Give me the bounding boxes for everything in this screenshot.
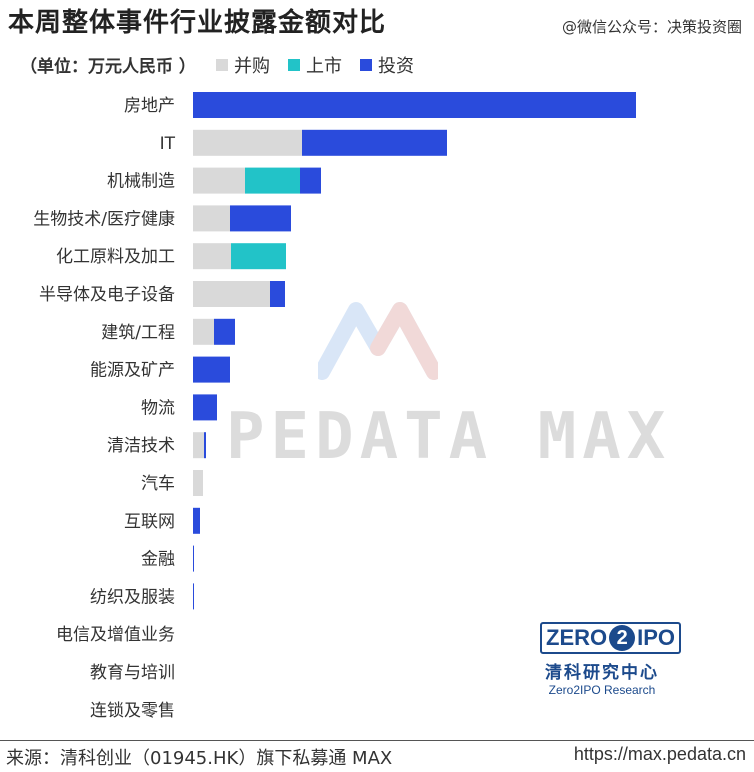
footer-divider [0,740,754,741]
zero2ipo-wordmark: ZERO 2 IPO [540,622,682,654]
bar-merger [193,167,245,194]
source-note: 来源：清科创业（01945.HK）旗下私募通 MAX [6,748,393,769]
category-label: IT [160,134,176,154]
legend-item-ipo: 上市 [288,52,342,78]
bar-investment [193,394,217,421]
bar-investment [270,281,285,307]
pedata-watermark-logo [318,302,438,380]
bar-investment [204,432,206,459]
bar-merger [193,205,230,232]
page-title: 本周整体事件行业披露金额对比 [8,8,387,38]
bar-investment [193,356,230,383]
legend-label-merger: 并购 [234,56,270,77]
category-label: 金融 [141,550,175,570]
category-label: 纺织及服装 [90,587,175,607]
category-label: 汽车 [141,474,175,494]
legend-item-merger: 并购 [216,52,270,78]
category-label: 化工原料及加工 [56,247,175,267]
category-label: 生物技术/医疗健康 [33,209,175,229]
wechat-watermark: @微信公众号：决策投资圈 [561,18,742,36]
legend-label-ipo: 上市 [306,56,342,77]
legend-swatch-ipo [288,59,300,71]
bar-investment [302,129,447,156]
bar-investment [193,583,194,610]
legend-swatch-merger [216,59,228,71]
category-label: 房地产 [124,96,175,116]
bar-investment [193,92,636,118]
zero2ipo-wordmark-left: ZERO [546,625,608,650]
bar-merger [193,129,302,156]
bar-merger [193,470,203,496]
zero2ipo-wordmark-two: 2 [609,625,636,651]
source-url: https://max.pedata.cn [573,744,746,764]
zero2ipo-logo: ZERO 2 IPO 清科研究中心 Zero2IPO Research [540,622,682,697]
stacked-bar-chart: 房地产 IT 机械制造生物技术/医疗健康化工原料及加工半导体及电子设备建筑/工程能源… [33,92,636,721]
bar-investment [193,545,194,572]
category-label: 物流 [141,398,175,418]
category-label: 建筑/工程 [101,323,175,343]
bar-ipo [245,167,300,194]
zero2ipo-en-name: Zero2IPO Research [548,683,656,697]
category-label: 教育与培训 [90,663,175,683]
category-label: 清洁技术 [107,436,175,456]
bar-investment [193,507,200,534]
bar-investment [230,205,291,232]
bar-merger [193,318,214,345]
unit-subtitle: （单位：万元人民币 ） [20,57,196,77]
legend-label-investment: 投资 [378,56,414,77]
chart-legend: 并购 上市 投资 [216,52,414,78]
bar-investment [214,318,235,345]
category-label: 电信及增值业务 [56,625,175,645]
bar-ipo [231,243,286,270]
zero2ipo-cn-name: 清科研究中心 [545,663,659,683]
bar-merger [193,432,204,459]
pedata-watermark-text: PEDATA MAX [226,400,672,474]
bar-merger [193,281,270,307]
category-label: 连锁及零售 [90,701,175,721]
category-label: 互联网 [124,512,175,532]
category-label: 机械制造 [107,172,175,192]
legend-swatch-investment [360,59,372,71]
legend-item-investment: 投资 [360,52,414,78]
category-label: 半导体及电子设备 [39,285,175,305]
bar-investment [300,167,321,194]
category-label: 能源及矿产 [90,361,175,381]
bar-merger [193,243,231,270]
zero2ipo-wordmark-right: IPO [637,625,676,650]
